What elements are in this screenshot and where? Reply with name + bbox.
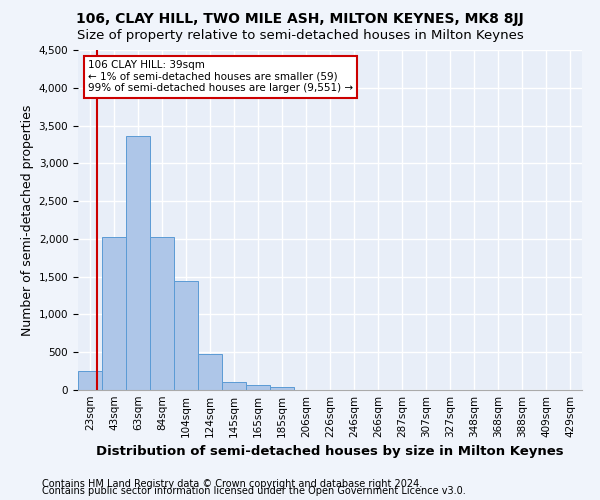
Y-axis label: Number of semi-detached properties: Number of semi-detached properties xyxy=(22,104,34,336)
Text: Contains public sector information licensed under the Open Government Licence v3: Contains public sector information licen… xyxy=(42,486,466,496)
Text: 106 CLAY HILL: 39sqm
← 1% of semi-detached houses are smaller (59)
99% of semi-d: 106 CLAY HILL: 39sqm ← 1% of semi-detach… xyxy=(88,60,353,94)
Bar xyxy=(174,281,198,390)
Bar xyxy=(126,136,150,390)
Bar xyxy=(270,386,294,390)
Text: Contains HM Land Registry data © Crown copyright and database right 2024.: Contains HM Land Registry data © Crown c… xyxy=(42,479,422,489)
Bar xyxy=(198,354,222,390)
Bar xyxy=(222,382,246,390)
X-axis label: Distribution of semi-detached houses by size in Milton Keynes: Distribution of semi-detached houses by … xyxy=(96,446,564,458)
Bar xyxy=(246,386,270,390)
Text: 106, CLAY HILL, TWO MILE ASH, MILTON KEYNES, MK8 8JJ: 106, CLAY HILL, TWO MILE ASH, MILTON KEY… xyxy=(76,12,524,26)
Bar xyxy=(150,238,174,390)
Bar xyxy=(78,371,102,390)
Bar xyxy=(102,236,126,390)
Text: Size of property relative to semi-detached houses in Milton Keynes: Size of property relative to semi-detach… xyxy=(77,29,523,42)
